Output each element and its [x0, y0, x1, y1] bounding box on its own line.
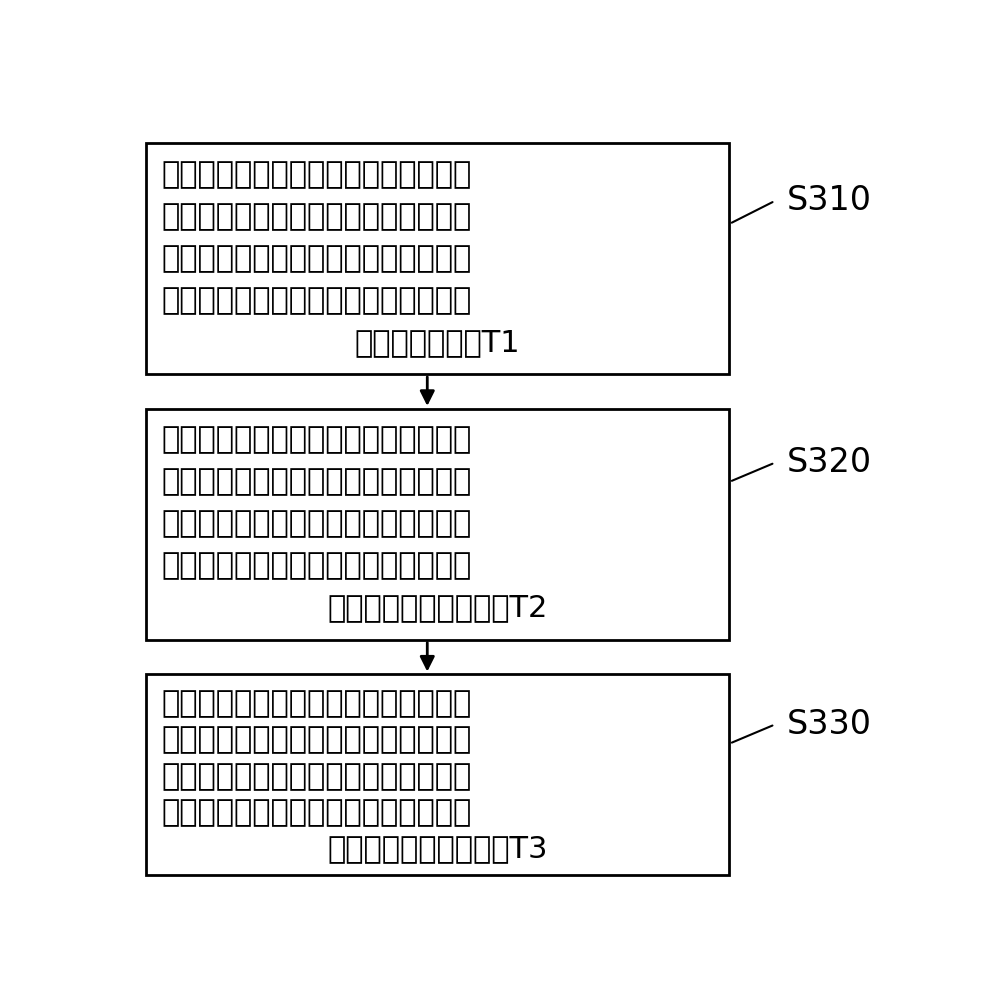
Text: 测区域的年平均气温值T3: 测区域的年平均气温值T3 — [328, 835, 548, 864]
Text: 例和所述海拔高度数据，以及根据所述: 例和所述海拔高度数据，以及根据所述 — [161, 244, 471, 273]
Text: 温度、所述叶面积指数、所述积雪覆盖: 温度、所述叶面积指数、所述积雪覆盖 — [161, 468, 471, 497]
Text: 温度、所述叶面积指数、所述积雪覆盖: 温度、所述叶面积指数、所述积雪覆盖 — [161, 725, 471, 754]
Text: S310: S310 — [786, 184, 872, 217]
Text: 测区域的日平均气温值T2: 测区域的日平均气温值T2 — [328, 594, 548, 623]
Bar — [146, 674, 729, 875]
Text: 比例和所述海拔高度数据，以及根据所: 比例和所述海拔高度数据，以及根据所 — [161, 510, 471, 539]
Text: 或根据所述时空完整的对应时间的地表: 或根据所述时空完整的对应时间的地表 — [161, 426, 471, 455]
Text: 比例和所述海拔高度数据，以及根据所: 比例和所述海拔高度数据，以及根据所 — [161, 762, 471, 791]
Text: 度、所述叶面积指数、所述积雪覆盖比: 度、所述叶面积指数、所述积雪覆盖比 — [161, 202, 471, 231]
Text: 根据所述时空完整的对应时间的地表温: 根据所述时空完整的对应时间的地表温 — [161, 160, 471, 189]
Text: 域的瞬时气温值T1: 域的瞬时气温值T1 — [355, 328, 521, 357]
Text: S330: S330 — [786, 708, 872, 741]
Bar — [146, 143, 729, 374]
Text: 瞬时气温计算公式，计算出所述待测区: 瞬时气温计算公式，计算出所述待测区 — [161, 286, 471, 315]
Text: 述年平均气温计算公式，计算出所述待: 述年平均气温计算公式，计算出所述待 — [161, 798, 471, 827]
Bar — [146, 409, 729, 640]
Text: S320: S320 — [786, 446, 872, 479]
Text: 述日平均气温计算公式，计算出所述待: 述日平均气温计算公式，计算出所述待 — [161, 552, 471, 581]
Text: 或根据所述时空完整的对应时间的地表: 或根据所述时空完整的对应时间的地表 — [161, 689, 471, 718]
